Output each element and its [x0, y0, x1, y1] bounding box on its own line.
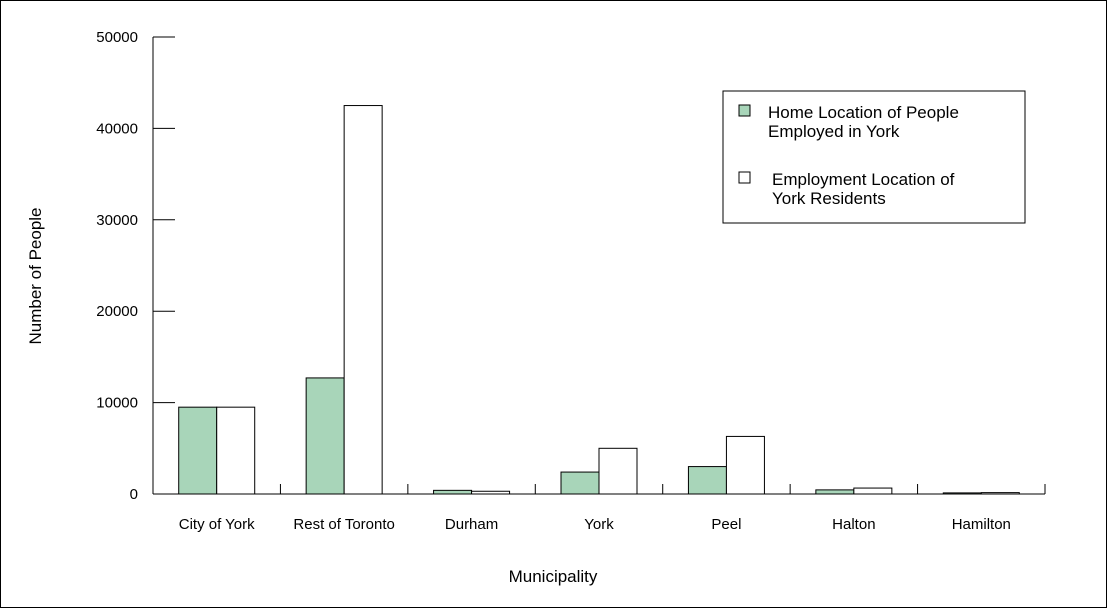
bar-series-2 [725, 435, 765, 495]
bar-series-1 [305, 377, 345, 495]
y-tick-label: 20000 [96, 303, 138, 320]
y-axis-title: Number of People [26, 207, 45, 344]
x-tick-label: Peel [711, 516, 741, 533]
y-tick-label: 0 [130, 486, 138, 503]
bar-series-2 [471, 490, 511, 495]
legend-swatch-2 [738, 171, 751, 184]
bar-series-2 [216, 406, 256, 495]
bar-series-1 [815, 489, 855, 495]
x-tick-label: York [584, 516, 614, 533]
y-tick-label: 40000 [96, 120, 138, 137]
y-tick-label: 50000 [96, 29, 138, 46]
legend-swatch-1 [738, 104, 751, 117]
bar-series-2 [598, 447, 638, 495]
x-tick-label: Hamilton [952, 516, 1011, 533]
y-tick-label: 10000 [96, 395, 138, 412]
x-tick-label: Rest of Toronto [293, 516, 394, 533]
legend-box [722, 90, 1026, 224]
bar-series-2 [343, 105, 383, 495]
x-tick-label: Durham [445, 516, 498, 533]
legend-label: Employment Location of [772, 170, 955, 189]
legend-label: Employed in York [768, 122, 900, 141]
bar-series-2 [980, 492, 1020, 495]
x-axis: City of York Rest of Toronto Durham York Pee… [152, 484, 1046, 533]
bar-series-1 [687, 466, 727, 495]
bar-series-1 [433, 489, 473, 495]
bar-series-2 [853, 487, 893, 495]
x-tick-label: City of York [179, 516, 255, 533]
bar-series-1 [560, 471, 600, 495]
x-axis-title: Municipality [509, 567, 598, 586]
bar-series-1 [942, 492, 982, 495]
x-tick-label: Halton [832, 516, 875, 533]
bar-series-1 [178, 406, 218, 495]
y-tick-label: 30000 [96, 212, 138, 229]
legend-label: York Residents [772, 189, 886, 208]
bars [178, 105, 1020, 495]
y-axis: 0 10000 20000 30000 40000 50000 [96, 29, 175, 503]
legend-label: Home Location of People [768, 103, 959, 122]
